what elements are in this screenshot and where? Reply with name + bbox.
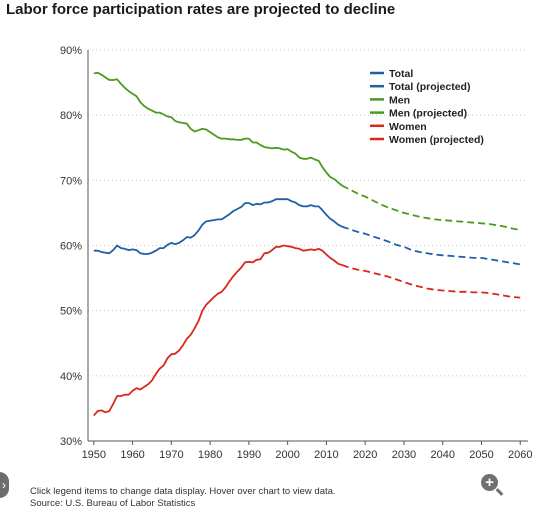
chart-title: Labor force participation rates are proj… [6, 1, 396, 18]
series-line-total[interactable] [93, 198, 343, 255]
legend-item[interactable]: Men (projected) [370, 108, 467, 120]
x-tick-label: 1970 [159, 449, 183, 461]
y-tick-label: 30% [60, 436, 82, 448]
y-tick-label: 60% [60, 241, 82, 253]
x-tick-label: 2010 [314, 449, 338, 461]
y-tick-label: 90% [60, 45, 82, 57]
x-tick-label: 1990 [237, 449, 261, 461]
x-tick-label: 2000 [275, 449, 299, 461]
zoom-in-icon[interactable]: + [481, 474, 498, 491]
y-tick-label: 40% [60, 371, 82, 383]
legend-label: Women [389, 121, 427, 133]
series-lines[interactable] [93, 71, 521, 417]
series-line-women-projected[interactable] [341, 264, 521, 299]
legend-item[interactable]: Total [370, 68, 413, 80]
legend-label: Total [389, 68, 413, 80]
x-tick-label: 2020 [353, 449, 377, 461]
series-line-women[interactable] [93, 244, 343, 417]
x-tick-label: 2030 [392, 449, 416, 461]
footer-instructions: Click legend items to change data displa… [30, 486, 336, 497]
series-line-men[interactable] [93, 71, 343, 187]
gridlines [88, 49, 528, 377]
x-tick-label: 2040 [430, 449, 454, 461]
chart-footer: Click legend items to change data displa… [30, 486, 336, 510]
footer-source: Source: U.S. Bureau of Labor Statistics [30, 498, 196, 509]
tick-labels: 30% 40% 50% 60% 70% 80% 90% 1950 1960 1970 1980 199… [60, 45, 533, 461]
series-line-men-projected[interactable] [341, 184, 521, 231]
axes [87, 50, 528, 445]
x-tick-label: 1950 [82, 449, 106, 461]
y-tick-label: 50% [60, 306, 82, 318]
legend-label: Total (projected) [389, 81, 470, 93]
x-tick-label: 2060 [508, 449, 532, 461]
series-line-total-projected[interactable] [341, 225, 521, 266]
legend-item[interactable]: Women [370, 121, 427, 133]
x-tick-label: 1960 [120, 449, 144, 461]
legend-label: Men (projected) [389, 108, 467, 120]
x-tick-label: 2050 [469, 449, 493, 461]
y-tick-label: 70% [60, 175, 82, 187]
x-tick-label: 1980 [198, 449, 222, 461]
chevron-right-icon[interactable]: › [0, 472, 9, 498]
legend-item[interactable]: Men [370, 94, 410, 106]
y-tick-label: 80% [60, 110, 82, 122]
legend-label: Men [389, 94, 410, 106]
legend-item[interactable]: Total (projected) [370, 81, 470, 93]
legend-item[interactable]: Women (projected) [370, 134, 484, 146]
legend-label: Women (projected) [389, 134, 484, 146]
